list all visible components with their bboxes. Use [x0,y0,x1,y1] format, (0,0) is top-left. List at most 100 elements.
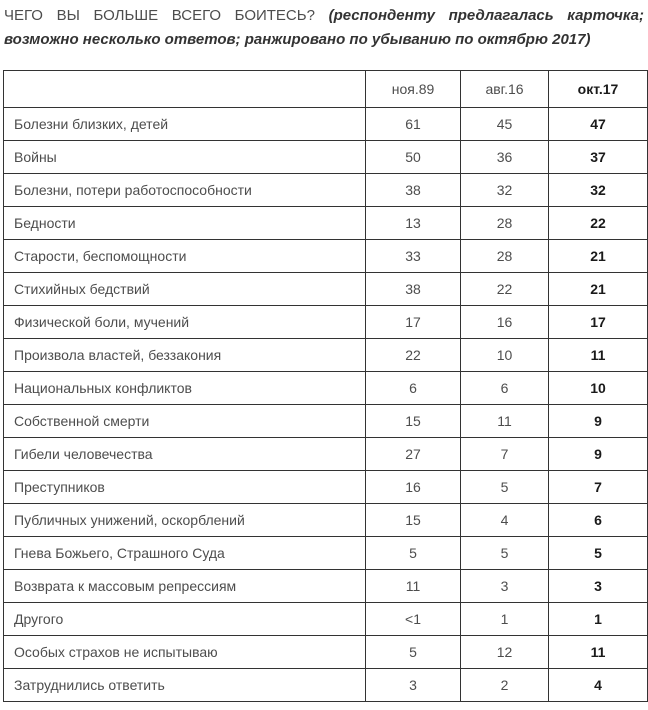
value-cell: 61 [365,106,461,141]
value-cell: 17 [365,304,461,339]
value-cell: 22 [460,271,549,306]
value-cell: 21 [548,271,648,306]
fear-label: Болезни близких, детей [3,106,366,141]
value-cell: 33 [365,238,461,273]
value-cell: 50 [365,139,461,174]
table-row: Возврата к массовым репрессиям 11 3 3 [3,568,648,603]
fear-label: Гибели человечества [3,436,366,471]
table-row: Болезни близких, детей 61 45 47 [3,106,648,141]
table-row: Физической боли, мучений 17 16 17 [3,304,648,339]
value-cell: 21 [548,238,648,273]
table-row: Национальных конфликтов 6 6 10 [3,370,648,405]
value-cell: 5 [548,535,648,570]
value-cell: 7 [548,469,648,504]
table-row: Публичных унижений, оскорблений 15 4 6 [3,502,648,537]
fear-label: Публичных унижений, оскорблений [3,502,366,537]
value-cell: 6 [365,370,461,405]
value-cell: 16 [460,304,549,339]
column-header: окт.17 [548,69,648,108]
table-row: Стихийных бедствий 38 22 21 [3,271,648,306]
value-cell: 1 [460,601,549,636]
column-header: ноя.89 [365,69,461,108]
value-cell: 17 [548,304,648,339]
value-cell: 9 [548,403,648,438]
value-cell: 36 [460,139,549,174]
value-cell: 4 [460,502,549,537]
column-header: авг.16 [460,69,549,108]
value-cell: 15 [365,502,461,537]
value-cell: 9 [548,436,648,471]
fear-label: Стихийных бедствий [3,271,366,306]
table-row: Преступников 16 5 7 [3,469,648,504]
fear-label: Старости, беспомощности [3,238,366,273]
fear-label: Особых страхов не испытываю [3,634,366,669]
value-cell: 13 [365,205,461,240]
value-cell: 32 [460,172,549,207]
value-cell: 11 [365,568,461,603]
value-cell: 1 [548,601,648,636]
value-cell: 5 [365,535,461,570]
value-cell: 2 [460,667,549,702]
fear-label: Собственной смерти [3,403,366,438]
fears-table: ноя.89 авг.16 окт.17 Болезни близких, дете… [3,69,648,702]
table-row: Бедности 13 28 22 [3,205,648,240]
table-row: Старости, беспомощности 33 28 21 [3,238,648,273]
value-cell: 3 [548,568,648,603]
value-cell: 7 [460,436,549,471]
fear-label: Войны [3,139,366,174]
fear-label: Болезни, потери работоспособности [3,172,366,207]
value-cell: 45 [460,106,549,141]
value-cell: 38 [365,271,461,306]
value-cell: 27 [365,436,461,471]
table-row: Войны 50 36 37 [3,139,648,174]
table-row: Другого <1 1 1 [3,601,648,636]
value-cell: 4 [548,667,648,702]
value-cell: 12 [460,634,549,669]
value-cell: 5 [365,634,461,669]
value-cell: 6 [548,502,648,537]
value-cell: <1 [365,601,461,636]
value-cell: 37 [548,139,648,174]
value-cell: 3 [460,568,549,603]
value-cell: 11 [548,337,648,372]
value-cell: 11 [548,634,648,669]
table-row: Гнева Божьего, Страшного Суда 5 5 5 [3,535,648,570]
question-note: (респонденту предлагалась карточка; возм… [4,7,645,49]
value-cell: 10 [548,370,648,405]
fear-label: Другого [3,601,366,636]
table-row: Собственной смерти 15 11 9 [3,403,648,438]
value-cell: 6 [460,370,549,405]
fear-label: Возврата к массовым репрессиям [3,568,366,603]
table-body: Болезни близких, детей 61 45 47 Войны 50 36 37 Б… [3,106,648,702]
value-cell: 22 [548,205,648,240]
value-cell: 22 [365,337,461,372]
fear-label: Преступников [3,469,366,504]
value-cell: 11 [460,403,549,438]
fear-label: Произвола властей, беззакония [3,337,366,372]
table-row: Болезни, потери работоспособности 38 32 32 [3,172,648,207]
fear-label: Затруднились ответить [3,667,366,702]
value-cell: 16 [365,469,461,504]
value-cell: 3 [365,667,461,702]
value-cell: 38 [365,172,461,207]
value-cell: 15 [365,403,461,438]
corner-cell [3,69,366,108]
header-row: ноя.89 авг.16 окт.17 [3,69,648,108]
question-text: ЧЕГО ВЫ БОЛЬШЕ ВСЕГО БОИТЕСЬ? [4,7,315,24]
value-cell: 5 [460,535,549,570]
value-cell: 47 [548,106,648,141]
value-cell: 10 [460,337,549,372]
table-row: Затруднились ответить 3 2 4 [3,667,648,702]
value-cell: 32 [548,172,648,207]
fear-label: Бедности [3,205,366,240]
fear-label: Национальных конфликтов [3,370,366,405]
fear-label: Физической боли, мучений [3,304,366,339]
fear-label: Гнева Божьего, Страшного Суда [3,535,366,570]
survey-question-title: ЧЕГО ВЫ БОЛЬШЕ ВСЕГО БОИТЕСЬ? (респонден… [4,4,644,53]
value-cell: 28 [460,238,549,273]
value-cell: 28 [460,205,549,240]
value-cell: 5 [460,469,549,504]
table-row: Произвола властей, беззакония 22 10 11 [3,337,648,372]
table-row: Гибели человечества 27 7 9 [3,436,648,471]
